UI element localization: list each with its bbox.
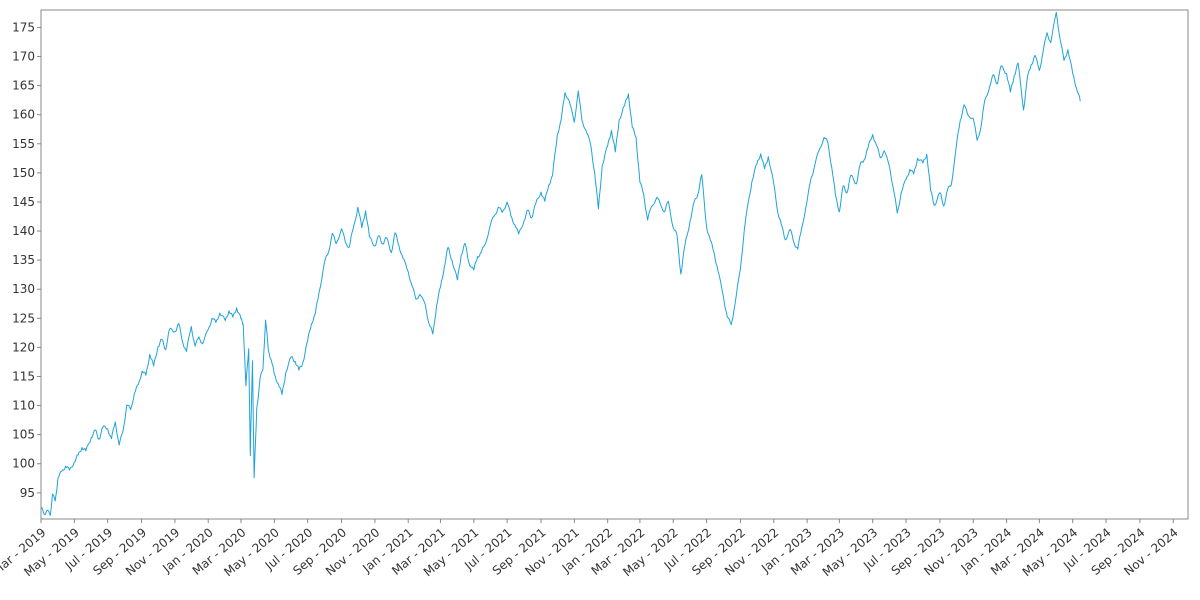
series-layer <box>40 11 1081 516</box>
y-tick-label: 135 <box>12 253 35 267</box>
y-tick-label: 160 <box>12 108 35 122</box>
y-tick-label: 115 <box>12 369 35 383</box>
y-tick-label: 175 <box>12 20 35 34</box>
plot-area-border <box>40 9 1189 520</box>
series-line <box>40 11 1081 516</box>
y-tick-label: 100 <box>12 457 35 471</box>
y-tick-label: 140 <box>12 224 35 238</box>
y-tick-label: 155 <box>12 137 35 151</box>
y-tick-label: 95 <box>20 486 35 500</box>
y-tick-label: 170 <box>12 50 35 64</box>
y-tick-label: 145 <box>12 195 35 209</box>
y-tick-label: 125 <box>12 311 35 325</box>
y-tick-label: 130 <box>12 282 35 296</box>
y-tick-label: 150 <box>12 166 35 180</box>
y-tick-label: 105 <box>12 428 35 442</box>
y-tick-label: 110 <box>12 399 35 413</box>
y-tick-label: 120 <box>12 340 35 354</box>
y-tick-label: 165 <box>12 79 35 93</box>
y-axis-ticks: 95 100 105 110 115 120 125 130 135 140 145 150 155 16… <box>12 20 41 500</box>
